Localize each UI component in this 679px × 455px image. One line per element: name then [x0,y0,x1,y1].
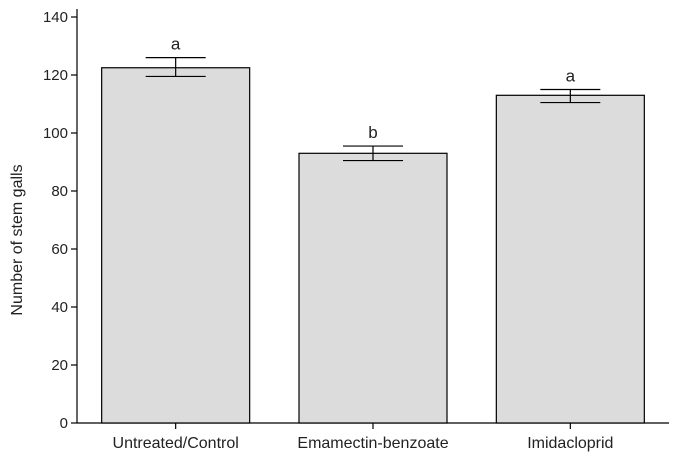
y-tick-label: 80 [51,183,68,200]
y-axis-title: Number of stem galls [9,164,26,315]
y-tick-label: 100 [43,125,68,142]
y-axis: 0 20 40 60 80 100 120 140 [43,9,78,432]
y-tick-label: 40 [51,299,68,316]
bars: a b a [101,35,645,424]
y-tick-label: 0 [60,415,68,432]
significance-label: b [368,123,377,142]
x-axis: Untreated/Control Emamectin-benzoate Imida… [77,422,669,452]
y-tick-label: 140 [43,9,68,26]
y-tick-label: 120 [43,67,68,84]
y-tick-label: 20 [51,357,68,374]
x-tick-label: Untreated/Control [113,435,239,452]
bar [495,94,645,424]
x-tick-label: Emamectin-benzoate [297,435,448,452]
y-tick-label: 60 [51,241,68,258]
significance-label: a [566,67,576,86]
significance-label: a [171,35,181,54]
bar [298,152,448,424]
bar [101,67,251,424]
x-tick-label: Imidacloprid [527,435,613,452]
